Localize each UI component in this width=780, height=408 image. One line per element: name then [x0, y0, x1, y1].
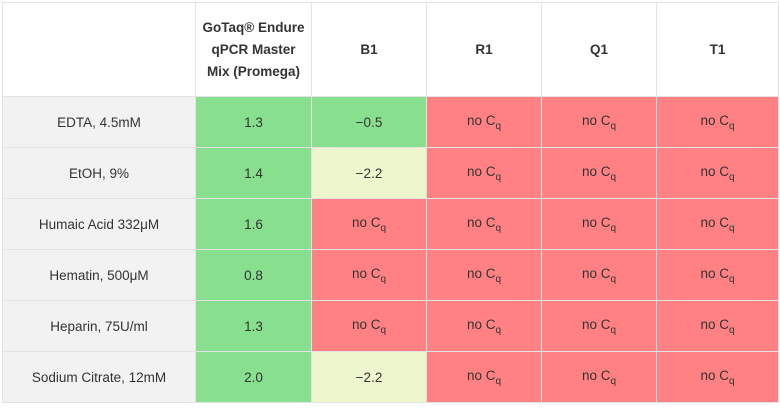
result-cell: 1.4	[195, 147, 312, 199]
header-r1: R1	[426, 2, 542, 97]
no-cq-text: no C	[581, 265, 611, 281]
result-cell: no Cq	[541, 147, 657, 199]
no-cq-subscript: q	[728, 222, 735, 234]
no-cq-subscript: q	[610, 324, 617, 336]
result-cell: no Cq	[426, 351, 542, 403]
no-cq-subscript: q	[610, 273, 617, 285]
no-cq-subscript: q	[380, 324, 387, 336]
no-cq-text: no C	[581, 316, 611, 332]
no-cq-text: no C	[700, 112, 729, 128]
no-cq-subscript: q	[728, 273, 735, 285]
no-cq-text: no C	[466, 112, 496, 128]
result-cell: −0.5	[311, 96, 427, 148]
table-row: EDTA, 4.5mM 1.3 −0.5 no Cq no Cq no Cq	[2, 96, 779, 148]
no-cq-subscript: q	[495, 222, 502, 234]
header-corner	[2, 2, 196, 97]
row-label: EDTA, 4.5mM	[2, 96, 196, 148]
no-cq-subscript: q	[610, 120, 617, 132]
result-cell: 1.6	[195, 198, 312, 250]
result-cell: 2.0	[195, 351, 312, 403]
table-row: Heparin, 75U/ml 1.3 no Cq no Cq no Cq no…	[2, 300, 779, 352]
result-cell: no Cq	[426, 96, 542, 148]
result-cell: no Cq	[541, 351, 657, 403]
result-cell: 1.3	[195, 300, 312, 352]
no-cq-subscript: q	[728, 120, 735, 132]
result-cell: no Cq	[426, 147, 542, 199]
no-cq-text: no C	[581, 112, 611, 128]
no-cq-text: no C	[581, 214, 611, 230]
result-cell: 1.3	[195, 96, 312, 148]
row-label: Heparin, 75U/ml	[2, 300, 196, 352]
no-cq-subscript: q	[380, 273, 387, 285]
no-cq-text: no C	[466, 316, 496, 332]
row-label: Sodium Citrate, 12mM	[2, 351, 196, 403]
no-cq-subscript: q	[610, 375, 617, 387]
result-cell: no Cq	[311, 249, 427, 301]
header-q1: Q1	[541, 2, 657, 97]
no-cq-text: no C	[700, 316, 729, 332]
result-cell: no Cq	[426, 198, 542, 250]
no-cq-text: no C	[700, 265, 729, 281]
result-cell: no Cq	[656, 249, 779, 301]
table-row: Sodium Citrate, 12mM 2.0 −2.2 no Cq no C…	[2, 351, 779, 403]
no-cq-text: no C	[466, 214, 496, 230]
result-cell: no Cq	[656, 147, 779, 199]
table-row: Hematin, 500μM 0.8 no Cq no Cq no Cq no …	[2, 249, 779, 301]
result-cell: −2.2	[311, 351, 427, 403]
no-cq-subscript: q	[495, 120, 502, 132]
table-row: EtOH, 9% 1.4 −2.2 no Cq no Cq no Cq	[2, 147, 779, 199]
no-cq-subscript: q	[610, 171, 617, 183]
result-cell: no Cq	[311, 198, 427, 250]
table-header-row: GoTaq® Endure qPCR Master Mix (Promega) …	[2, 2, 779, 97]
no-cq-subscript: q	[728, 171, 735, 183]
no-cq-subscript: q	[495, 324, 502, 336]
result-cell: no Cq	[311, 300, 427, 352]
no-cq-text: no C	[700, 214, 729, 230]
row-label: Humaic Acid 332μM	[2, 198, 196, 250]
no-cq-text: no C	[581, 163, 611, 179]
result-cell: −2.2	[311, 147, 427, 199]
no-cq-text: no C	[351, 265, 381, 281]
no-cq-subscript: q	[728, 375, 735, 387]
no-cq-text: no C	[700, 367, 729, 383]
result-cell: no Cq	[541, 249, 657, 301]
result-cell: no Cq	[656, 300, 779, 352]
header-t1: T1	[656, 2, 779, 97]
result-cell: no Cq	[426, 300, 542, 352]
no-cq-subscript: q	[495, 273, 502, 285]
result-cell: no Cq	[541, 96, 657, 148]
table-body: EDTA, 4.5mM 1.3 −0.5 no Cq no Cq no Cq E…	[2, 96, 779, 403]
result-cell: no Cq	[426, 249, 542, 301]
no-cq-text: no C	[466, 163, 496, 179]
header-b1: B1	[311, 2, 427, 97]
no-cq-subscript: q	[610, 222, 617, 234]
result-cell: no Cq	[541, 198, 657, 250]
no-cq-text: no C	[351, 214, 381, 230]
result-cell: no Cq	[656, 96, 779, 148]
no-cq-subscript: q	[728, 324, 735, 336]
header-gotaq: GoTaq® Endure qPCR Master Mix (Promega)	[195, 2, 312, 97]
result-cell: no Cq	[656, 351, 779, 403]
no-cq-subscript: q	[380, 222, 387, 234]
header-gotaq-label: GoTaq® Endure qPCR Master Mix (Promega)	[202, 19, 305, 79]
no-cq-text: no C	[466, 265, 496, 281]
no-cq-subscript: q	[495, 171, 502, 183]
no-cq-text: no C	[700, 163, 729, 179]
inhibitor-results-table: GoTaq® Endure qPCR Master Mix (Promega) …	[2, 2, 779, 403]
result-cell: no Cq	[541, 300, 657, 352]
no-cq-subscript: q	[495, 375, 502, 387]
no-cq-text: no C	[466, 367, 496, 383]
no-cq-text: no C	[351, 316, 381, 332]
no-cq-text: no C	[581, 367, 611, 383]
result-cell: no Cq	[656, 198, 779, 250]
row-label: EtOH, 9%	[2, 147, 196, 199]
table-row: Humaic Acid 332μM 1.6 no Cq no Cq no Cq …	[2, 198, 779, 250]
result-cell: 0.8	[195, 249, 312, 301]
row-label: Hematin, 500μM	[2, 249, 196, 301]
